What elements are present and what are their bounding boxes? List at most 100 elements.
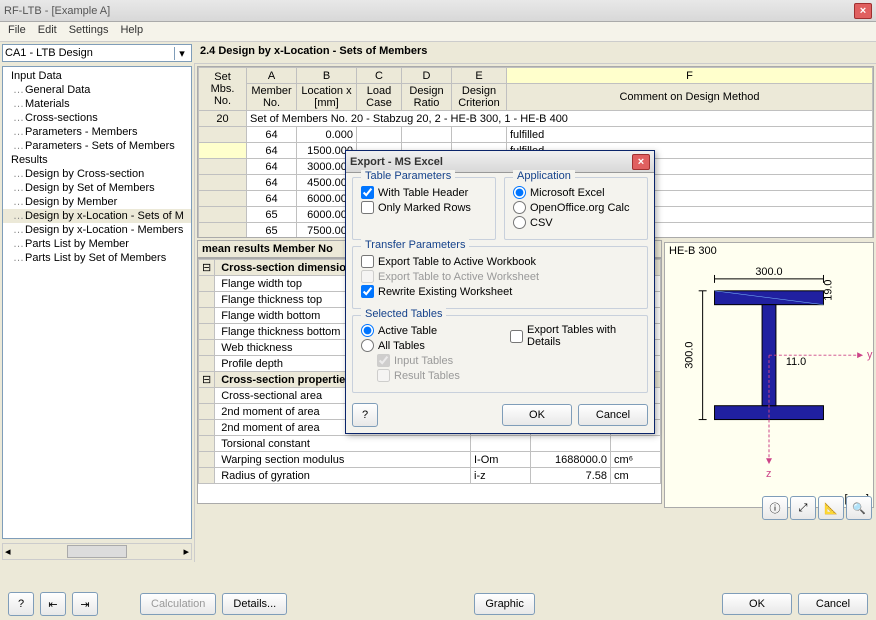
dim-width: 300.0 xyxy=(755,266,782,278)
opt-export-with-details[interactable]: Export Tables with Details xyxy=(510,324,639,348)
section-title: 2.4 Design by x-Location - Sets of Membe… xyxy=(194,42,876,64)
tree-parts-member[interactable]: Parts List by Member xyxy=(3,237,191,251)
info-icon[interactable]: ⓘ xyxy=(762,496,788,520)
dim-tw: 11.0 xyxy=(786,356,806,368)
cell-ratio xyxy=(402,127,452,143)
collapse-icon[interactable]: ⊟ xyxy=(199,372,215,388)
tree-input-data[interactable]: Input Data xyxy=(3,69,191,83)
tree-cross-sections[interactable]: Cross-sections xyxy=(3,111,191,125)
tree-parts-som[interactable]: Parts List by Set of Members xyxy=(3,251,191,265)
tree-general-data[interactable]: General Data xyxy=(3,83,191,97)
dialog-cancel-button[interactable]: Cancel xyxy=(578,404,648,426)
radio-ooo-calc[interactable] xyxy=(513,201,526,214)
cell-member: 64 xyxy=(247,159,297,175)
opt-csv[interactable]: CSV xyxy=(513,216,639,229)
tree-param-members[interactable]: Parameters - Members xyxy=(3,125,191,139)
prev-icon[interactable]: ⇤ xyxy=(40,592,66,616)
cell-x: 0.000 xyxy=(297,127,357,143)
menu-help[interactable]: Help xyxy=(120,24,143,39)
opt-export-active-wb[interactable]: Export Table to Active Workbook xyxy=(361,255,639,268)
prop-unit xyxy=(611,436,661,452)
tree-design-xloc-members[interactable]: Design by x-Location - Members xyxy=(3,223,191,237)
chk-only-marked[interactable] xyxy=(361,201,374,214)
tree-design-som[interactable]: Design by Set of Members xyxy=(3,181,191,195)
col-f[interactable]: F xyxy=(507,68,873,84)
chk-rewrite-ws[interactable] xyxy=(361,285,374,298)
cell-member: 64 xyxy=(247,127,297,143)
chevron-down-icon[interactable]: ▾ xyxy=(174,47,189,60)
dialog-ok-button[interactable]: OK xyxy=(502,404,572,426)
prop-name: Radius of gyration xyxy=(215,468,471,484)
opt-export-active-ws: Export Table to Active Worksheet xyxy=(361,270,639,283)
radio-ms-excel[interactable] xyxy=(513,186,526,199)
chk-export-with-details[interactable] xyxy=(510,330,523,343)
chk-result-tables xyxy=(377,369,390,382)
radio-csv[interactable] xyxy=(513,216,526,229)
prop-value: 1688000.0 xyxy=(531,452,611,468)
graphic-button[interactable]: Graphic xyxy=(474,593,535,615)
profile-view[interactable]: HE-B 300 [mm] 300.0 xyxy=(664,242,874,508)
menu-settings[interactable]: Settings xyxy=(69,24,109,39)
profile-toolbar: ⓘ ⤢ 📐 🔍 xyxy=(762,496,872,520)
scroll-left-icon[interactable]: ◂ xyxy=(5,545,11,558)
radio-active-table[interactable] xyxy=(361,324,374,337)
export-dialog: Export - MS Excel × Table Parameters Wit… xyxy=(345,150,655,434)
dialog-body: Table Parameters With Table Header Only … xyxy=(346,173,654,433)
prop-symbol xyxy=(471,436,531,452)
tree-design-cs[interactable]: Design by Cross-section xyxy=(3,167,191,181)
prop-symbol: i-z xyxy=(471,468,531,484)
opt-active-table[interactable]: Active Table xyxy=(361,324,490,337)
opt-only-marked[interactable]: Only Marked Rows xyxy=(361,201,487,214)
col-b[interactable]: B xyxy=(297,68,357,84)
grid-span-row[interactable]: 20 Set of Members No. 20 - Stabzug 20, 2… xyxy=(199,111,873,127)
zoom-icon[interactable]: ⤢ xyxy=(790,496,816,520)
radio-all-tables[interactable] xyxy=(361,339,374,352)
tree-design-member[interactable]: Design by Member xyxy=(3,195,191,209)
cancel-button[interactable]: Cancel xyxy=(798,593,868,615)
details-button[interactable]: Details... xyxy=(222,593,287,615)
opt-ooo-calc[interactable]: OpenOffice.org Calc xyxy=(513,201,639,214)
measure-icon[interactable]: 📐 xyxy=(818,496,844,520)
col-set-no[interactable]: Set Mbs. No. xyxy=(199,68,247,111)
nav-tree[interactable]: Input Data General Data Materials Cross-… xyxy=(2,66,192,539)
case-dropdown[interactable]: CA1 - LTB Design ▾ xyxy=(2,44,192,62)
tree-param-sets[interactable]: Parameters - Sets of Members xyxy=(3,139,191,153)
collapse-icon[interactable]: ⊟ xyxy=(199,260,215,276)
cell-member: 64 xyxy=(247,175,297,191)
chk-export-active-wb[interactable] xyxy=(361,255,374,268)
view-icon[interactable]: 🔍 xyxy=(846,496,872,520)
prop-unit: cm⁶ xyxy=(611,452,661,468)
row-head xyxy=(199,175,247,191)
opt-with-header[interactable]: With Table Header xyxy=(361,186,487,199)
menu-file[interactable]: File xyxy=(8,24,26,39)
next-icon[interactable]: ⇥ xyxy=(72,592,98,616)
menu-edit[interactable]: Edit xyxy=(38,24,57,39)
col-d[interactable]: D xyxy=(402,68,452,84)
prop-row[interactable]: Warping section modulus I-Om 1688000.0 c… xyxy=(199,452,661,468)
close-icon[interactable]: × xyxy=(854,3,872,19)
table-row[interactable]: 64 0.000 fulfilled xyxy=(199,127,873,143)
ok-button[interactable]: OK xyxy=(722,593,792,615)
prop-row[interactable]: Torsional constant xyxy=(199,436,661,452)
scroll-right-icon[interactable]: ▸ xyxy=(183,545,189,558)
dialog-help-icon[interactable]: ? xyxy=(352,403,378,427)
opt-input-tables: Input Tables xyxy=(361,354,490,367)
help-icon[interactable]: ? xyxy=(8,592,34,616)
col-c[interactable]: C xyxy=(357,68,402,84)
opt-ms-excel[interactable]: Microsoft Excel xyxy=(513,186,639,199)
scroll-thumb[interactable] xyxy=(67,545,127,558)
opt-all-tables[interactable]: All Tables xyxy=(361,339,490,352)
tree-hscroll[interactable]: ◂ ▸ xyxy=(2,543,192,560)
dialog-close-icon[interactable]: × xyxy=(632,154,650,170)
tree-design-xloc-sets[interactable]: Design by x-Location - Sets of M xyxy=(3,209,191,223)
row-head xyxy=(199,207,247,223)
col-a[interactable]: A xyxy=(247,68,297,84)
tree-results[interactable]: Results xyxy=(3,153,191,167)
opt-rewrite-ws[interactable]: Rewrite Existing Worksheet xyxy=(361,285,639,298)
prop-symbol: I-Om xyxy=(471,452,531,468)
prop-row[interactable]: Radius of gyration i-z 7.58 cm xyxy=(199,468,661,484)
chk-with-header[interactable] xyxy=(361,186,374,199)
tree-materials[interactable]: Materials xyxy=(3,97,191,111)
col-e[interactable]: E xyxy=(452,68,507,84)
calculation-button[interactable]: Calculation xyxy=(140,593,216,615)
